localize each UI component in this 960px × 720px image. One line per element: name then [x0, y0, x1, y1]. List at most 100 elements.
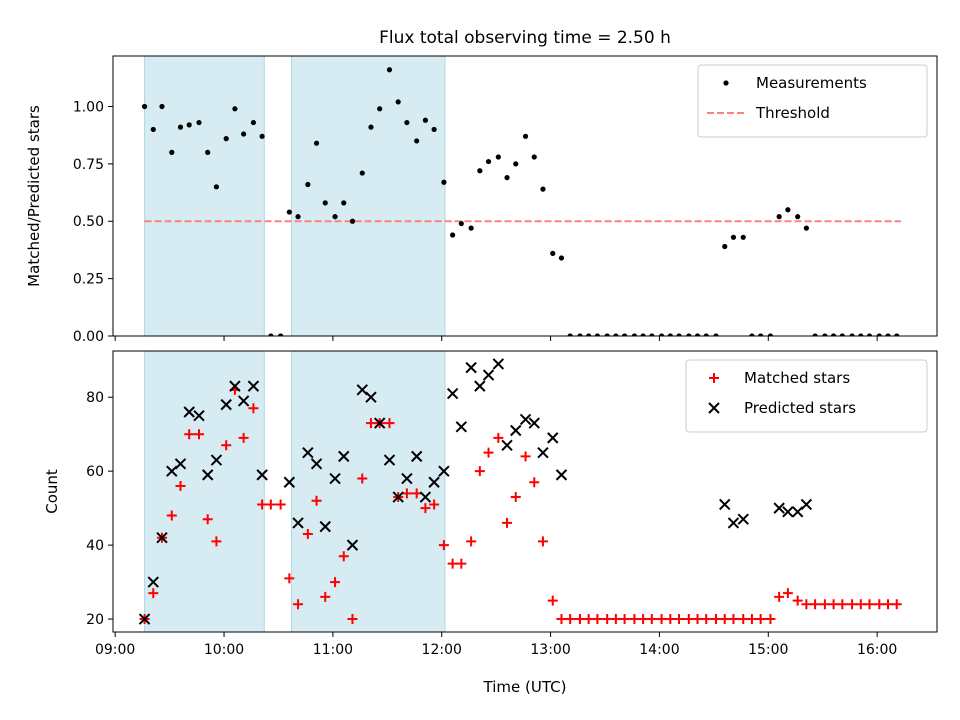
- matched-star-point: [746, 614, 757, 625]
- x-tick-label: 12:00: [422, 642, 462, 658]
- predicted-star-point: [428, 476, 440, 488]
- matched-star-point: [275, 499, 286, 510]
- matched-star-point: [466, 536, 477, 547]
- measurement-point: [495, 154, 501, 160]
- measurement-point: [169, 149, 175, 155]
- matched-star-point: [755, 614, 766, 625]
- measurement-point: [676, 333, 682, 336]
- predicted-star-point: [519, 413, 532, 426]
- measurement-point: [822, 333, 828, 336]
- y-tick-label: 80: [86, 390, 104, 406]
- predicted-star-point: [528, 417, 540, 429]
- predicted-star-point: [338, 450, 350, 463]
- matched-star-point: [602, 614, 613, 625]
- matched-star-point: [166, 510, 177, 521]
- matched-star-point: [874, 599, 885, 610]
- measurement-point: [377, 106, 383, 112]
- figure-title: Flux total observing time = 2.50 h: [379, 28, 671, 48]
- predicted-star-point: [310, 458, 323, 470]
- measurement-point: [839, 333, 845, 336]
- measurement-point: [250, 119, 257, 126]
- measurement-point: [785, 207, 791, 213]
- predicted-star-point: [474, 380, 486, 392]
- matched-star-point: [384, 418, 395, 429]
- axes-frame: [112, 350, 938, 633]
- y-tick-label: 0.50: [73, 214, 104, 230]
- measurement-point: [349, 218, 356, 224]
- top-panel-ratio: 0.00 0.25 0.50 0.75 1.00 Matched/Predicted st…: [25, 55, 938, 345]
- y-tick-label: 0.75: [73, 157, 104, 173]
- observing-window-2: [291, 56, 446, 336]
- matched-star-point: [610, 614, 621, 625]
- matched-star-point: [148, 588, 159, 599]
- measurement-point: [604, 333, 610, 336]
- measurement-point: [640, 333, 646, 336]
- y-tick-label: 20: [86, 612, 104, 628]
- measurement-point: [404, 119, 410, 126]
- x-tick-label: 11:00: [313, 642, 353, 658]
- measurement-point: [504, 175, 510, 181]
- predicted-star-point: [401, 472, 413, 485]
- legend-swatch-dot: [723, 80, 729, 86]
- legend-label: Measurements: [756, 74, 867, 92]
- measurement-point: [866, 333, 873, 336]
- measurement-point: [513, 161, 519, 167]
- measurement-point: [341, 200, 347, 206]
- predicted-star-point: [229, 380, 241, 392]
- legend: Measurements Threshold: [697, 64, 928, 138]
- measurement-point: [386, 67, 393, 73]
- matched-star-point: [583, 614, 594, 625]
- x-tick-label: 15:00: [748, 642, 788, 658]
- measurement-point: [703, 333, 709, 336]
- matched-star-point: [447, 558, 458, 569]
- series-predicted-stars: [138, 358, 813, 625]
- y-tick-label: 40: [86, 538, 104, 554]
- matched-star-point: [701, 614, 712, 625]
- matched-star-point: [738, 614, 749, 625]
- predicted-star-point: [492, 358, 505, 370]
- measurement-point: [558, 255, 565, 261]
- predicted-star-point: [183, 406, 195, 418]
- matched-star-point: [565, 614, 576, 625]
- measurement-point: [885, 333, 891, 336]
- measurement-point: [177, 124, 184, 130]
- matched-star-point: [665, 614, 676, 625]
- matched-star-point: [883, 599, 894, 610]
- matched-star-point: [674, 614, 685, 625]
- matched-star-point: [184, 429, 195, 440]
- predicted-star-point: [482, 369, 495, 381]
- measurement-point: [441, 179, 447, 185]
- matched-star-point: [456, 558, 467, 569]
- matched-star-point: [619, 614, 630, 625]
- matched-star-point: [338, 551, 349, 562]
- matched-star-point: [347, 614, 358, 625]
- y-axis-label: Count: [43, 469, 61, 514]
- matched-star-point: [193, 429, 204, 440]
- predicted-star-point: [773, 502, 785, 514]
- matched-star-point: [828, 599, 839, 610]
- measurement-point: [196, 119, 202, 126]
- series-measurements: [141, 67, 900, 336]
- measurement-point: [631, 333, 637, 336]
- measurement-point: [740, 234, 746, 240]
- measurement-point: [830, 333, 837, 336]
- measurement-point: [186, 122, 192, 128]
- legend-label: Threshold: [755, 104, 830, 122]
- measurement-point: [621, 333, 628, 336]
- x-tick-label: 16:00: [857, 642, 897, 658]
- measurement-point: [213, 184, 220, 190]
- measurement-point: [141, 103, 148, 110]
- x-axis-label: Time (UTC): [483, 678, 567, 696]
- measurement-point: [368, 124, 374, 130]
- measurement-point: [458, 220, 464, 227]
- measurement-point: [649, 333, 655, 336]
- measurement-point: [577, 333, 583, 336]
- observing-window-1: [144, 56, 265, 336]
- measurement-point: [422, 117, 429, 123]
- predicted-star-point: [365, 391, 377, 403]
- measurement-point: [159, 103, 165, 110]
- measurement-point: [667, 333, 673, 336]
- measurement-point: [332, 214, 338, 220]
- measurement-point: [485, 158, 492, 165]
